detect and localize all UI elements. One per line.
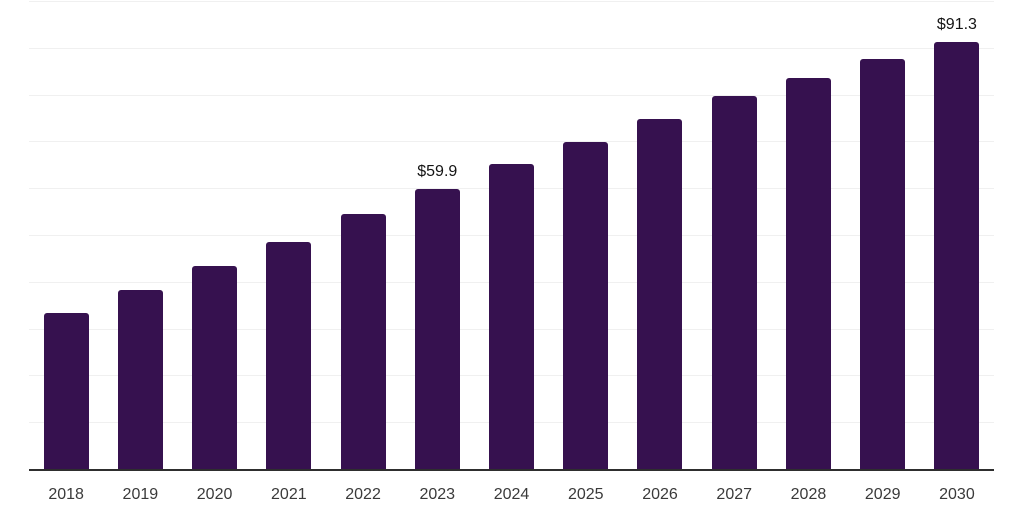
- plot-area: $59.9 $91.3: [29, 1, 994, 469]
- bar-slot: [549, 1, 623, 469]
- gridline: [29, 1, 994, 2]
- x-axis-tick-label: 2021: [271, 486, 307, 503]
- x-axis-tick-label: 2018: [48, 486, 84, 503]
- x-axis-tick-label: 2027: [716, 486, 753, 503]
- bar: [340, 214, 386, 469]
- bar-slot: [103, 1, 177, 469]
- bar: [117, 290, 163, 469]
- bar-series: $59.9 $91.3: [29, 1, 994, 469]
- x-axis-tick-label: 2029: [864, 486, 901, 503]
- bar-slot: [771, 1, 845, 469]
- bar: [414, 188, 460, 469]
- bar: [266, 241, 312, 469]
- x-axis-tick-label: 2030: [939, 486, 975, 503]
- x-axis-tick-labels: 2018 2019 2020 2021 2022 2023 2024 2025 …: [29, 486, 994, 504]
- bar: [785, 77, 831, 469]
- bar-slot: $91.3: [920, 1, 994, 469]
- bar-slot: [697, 1, 771, 469]
- bar-slot: [623, 1, 697, 469]
- gridline: [29, 141, 994, 143]
- bar: [43, 313, 89, 469]
- bar: [637, 118, 683, 469]
- bar: [192, 265, 238, 469]
- bar: [489, 163, 535, 469]
- bar-value-label: $91.3: [936, 15, 977, 33]
- bar: [563, 142, 609, 469]
- bar: [860, 58, 906, 469]
- bar-slot: $59.9: [400, 1, 474, 469]
- x-axis-line: [29, 469, 994, 471]
- x-axis-tick-label: 2025: [567, 486, 604, 503]
- bar-slot: [29, 1, 103, 469]
- bar-slot: [846, 1, 920, 469]
- gridline: [29, 94, 994, 96]
- bar-value-label: $59.9: [417, 162, 458, 180]
- x-axis-tick-label: 2019: [122, 486, 159, 503]
- x-axis-tick-label: 2026: [642, 486, 678, 503]
- gridline: [29, 47, 994, 49]
- bar: [711, 95, 757, 469]
- x-axis-tick-label: 2028: [790, 486, 827, 503]
- x-axis-tick-label: 2020: [196, 486, 233, 503]
- bar-slot: [177, 1, 251, 469]
- x-axis-tick-label: 2022: [345, 486, 381, 503]
- bar-slot: [474, 1, 548, 469]
- x-axis-tick-label: 2023: [419, 486, 456, 503]
- x-axis-tick-label: 2024: [493, 486, 530, 503]
- bar-slot: [326, 1, 400, 469]
- bar-slot: [252, 1, 326, 469]
- bar: [934, 41, 980, 469]
